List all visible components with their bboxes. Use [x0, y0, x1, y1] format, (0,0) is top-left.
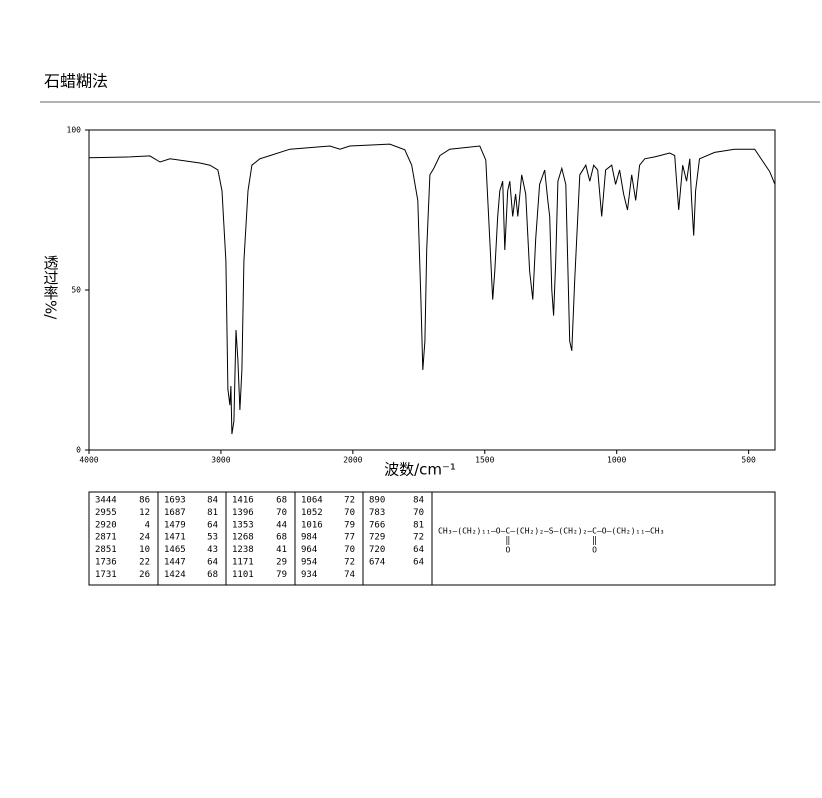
carbonyl-oxygen: O	[505, 546, 510, 555]
peak-transmittance: 72	[344, 496, 355, 506]
peak-transmittance: 72	[344, 558, 355, 568]
peak-transmittance: 84	[413, 496, 424, 506]
structure-segment: —O—(CH₂)₁₁—CH₃	[597, 527, 664, 536]
peak-wavenumber: 984	[301, 533, 317, 543]
peak-transmittance: 70	[413, 508, 424, 518]
peak-wavenumber: 964	[301, 545, 317, 555]
carbonyl-oxygen: O	[592, 546, 597, 555]
peak-transmittance: 29	[276, 558, 287, 568]
peak-wavenumber: 720	[369, 545, 385, 555]
peak-wavenumber: 1016	[301, 520, 323, 530]
peak-wavenumber: 1465	[164, 545, 186, 555]
peak-transmittance: 72	[413, 533, 424, 543]
peak-transmittance: 70	[344, 508, 355, 518]
structure-segment: CH₃—(CH₂)₁₁—O—	[438, 527, 506, 536]
x-tick-label: 3000	[211, 456, 230, 465]
peak-wavenumber: 1171	[232, 558, 254, 568]
structure-segment: —(CH₂)₂—S—(CH₂)₂—	[510, 527, 592, 536]
peak-wavenumber: 934	[301, 570, 317, 580]
peak-wavenumber: 1396	[232, 508, 254, 518]
peak-wavenumber: 1238	[232, 545, 254, 555]
peak-transmittance: 41	[276, 545, 287, 555]
y-tick-label: 100	[67, 126, 82, 135]
peak-transmittance: 70	[344, 545, 355, 555]
peak-wavenumber: 1693	[164, 496, 186, 506]
x-tick-label: 4000	[79, 456, 98, 465]
peak-wavenumber: 674	[369, 558, 385, 568]
peak-transmittance: 12	[139, 508, 150, 518]
peak-transmittance: 64	[413, 545, 424, 555]
peak-transmittance: 68	[207, 570, 218, 580]
peak-transmittance: 22	[139, 558, 150, 568]
peak-wavenumber: 783	[369, 508, 385, 518]
y-axis-label: 透过率%/	[42, 255, 60, 320]
peak-transmittance: 24	[139, 533, 150, 543]
peak-wavenumber: 1268	[232, 533, 254, 543]
spectrum-line	[88, 143, 776, 435]
page-title: 石蜡糊法	[44, 72, 108, 91]
peak-transmittance: 4	[145, 520, 150, 530]
peak-wavenumber: 1471	[164, 533, 186, 543]
peak-wavenumber: 1447	[164, 558, 186, 568]
peak-transmittance: 44	[276, 520, 287, 530]
peak-transmittance: 84	[207, 496, 218, 506]
peak-wavenumber: 3444	[95, 496, 117, 506]
peak-wavenumber: 2851	[95, 545, 117, 555]
peak-wavenumber: 1731	[95, 570, 117, 580]
peak-transmittance: 70	[276, 508, 287, 518]
peak-wavenumber: 2871	[95, 533, 117, 543]
peak-transmittance: 53	[207, 533, 218, 543]
x-tick-label: 500	[741, 456, 756, 465]
peak-wavenumber: 1064	[301, 496, 323, 506]
peak-transmittance: 43	[207, 545, 218, 555]
peak-transmittance: 79	[344, 520, 355, 530]
peak-transmittance: 74	[344, 570, 355, 580]
peak-transmittance: 64	[207, 558, 218, 568]
peak-wavenumber: 1416	[232, 496, 254, 506]
peak-wavenumber: 1687	[164, 508, 186, 518]
peak-transmittance: 26	[139, 570, 150, 580]
peak-wavenumber: 1353	[232, 520, 254, 530]
peak-wavenumber: 766	[369, 520, 385, 530]
x-axis-label: 波数/cm⁻¹	[384, 461, 456, 479]
peak-wavenumber: 729	[369, 533, 385, 543]
peak-transmittance: 68	[276, 496, 287, 506]
peak-wavenumber: 1479	[164, 520, 186, 530]
peak-transmittance: 79	[276, 570, 287, 580]
peak-wavenumber: 1101	[232, 570, 254, 580]
peak-wavenumber: 954	[301, 558, 317, 568]
plot-frame	[88, 129, 776, 451]
x-tick-label: 2000	[343, 456, 362, 465]
peak-wavenumber: 1424	[164, 570, 186, 580]
y-tick-label: 50	[71, 286, 81, 295]
peak-transmittance: 81	[207, 508, 218, 518]
peak-transmittance: 10	[139, 545, 150, 555]
peak-wavenumber: 1052	[301, 508, 323, 518]
x-tick-label: 1500	[475, 456, 494, 465]
peak-transmittance: 81	[413, 520, 424, 530]
structure-segment: C	[592, 527, 597, 536]
x-tick-label: 1000	[607, 456, 626, 465]
peak-wavenumber: 890	[369, 496, 385, 506]
peak-transmittance: 68	[276, 533, 287, 543]
peak-transmittance: 77	[344, 533, 355, 543]
peak-wavenumber: 2920	[95, 520, 117, 530]
peak-wavenumber: 1736	[95, 558, 117, 568]
peak-wavenumber: 2955	[95, 508, 117, 518]
y-tick-label: 0	[76, 446, 81, 455]
peak-transmittance: 64	[207, 520, 218, 530]
peak-transmittance: 64	[413, 558, 424, 568]
peak-transmittance: 86	[139, 496, 150, 506]
structure-segment: C	[505, 527, 510, 536]
